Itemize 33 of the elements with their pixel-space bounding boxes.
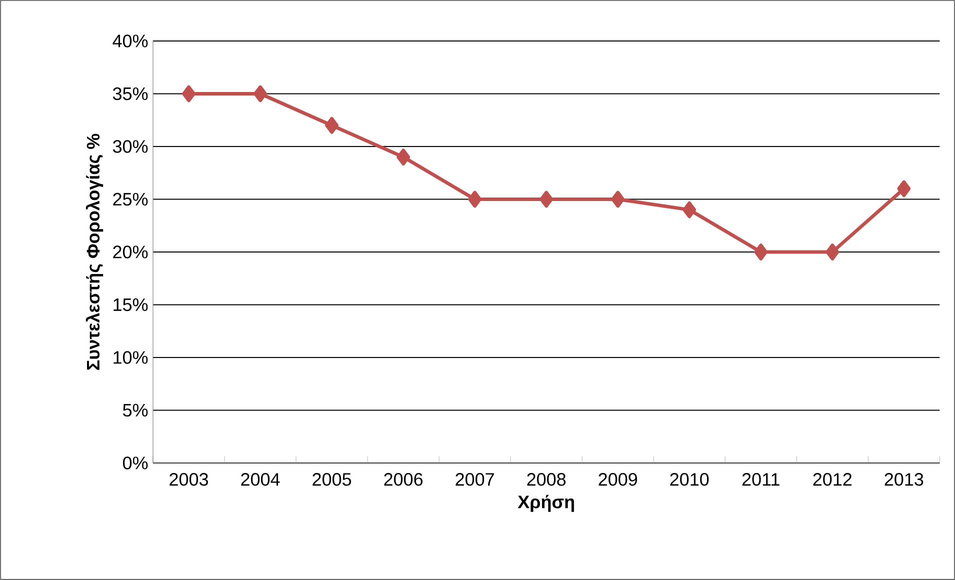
x-tick-label: 2013 bbox=[884, 473, 924, 486]
x-axis-title: Χρήση bbox=[518, 494, 574, 512]
point bbox=[611, 190, 625, 208]
point bbox=[897, 180, 911, 198]
y-tick-label: 10% bbox=[114, 351, 148, 364]
point bbox=[826, 244, 840, 260]
y-tick-label: 40% bbox=[112, 34, 148, 48]
x-tick-label: 2008 bbox=[527, 473, 566, 486]
x-tick-label: 2006 bbox=[384, 473, 423, 486]
x-tick-label: 2005 bbox=[312, 473, 352, 486]
point bbox=[325, 116, 339, 134]
point bbox=[754, 244, 768, 260]
point bbox=[396, 148, 410, 166]
point bbox=[182, 85, 196, 102]
y-tick-label: 25% bbox=[113, 192, 148, 206]
y-tick-label: 5% bbox=[122, 404, 148, 417]
y-tick-label: 0% bbox=[122, 456, 148, 470]
x-tick-label: 2004 bbox=[241, 473, 280, 486]
y-tick-label: 20% bbox=[113, 246, 148, 258]
x-tick-label: 2003 bbox=[170, 473, 208, 486]
x-tick-label: 2009 bbox=[598, 473, 638, 486]
y-axis-title: Συντελεστής Φορολογίας % bbox=[86, 134, 104, 370]
y-tick-label: 30% bbox=[112, 140, 148, 153]
point bbox=[682, 201, 696, 218]
point bbox=[540, 190, 554, 208]
x-tick-label: 2011 bbox=[742, 473, 780, 486]
x-tick-label: 2010 bbox=[670, 473, 709, 486]
point bbox=[468, 190, 482, 208]
y-tick-label: 35% bbox=[112, 87, 148, 100]
x-tick-label: 2012 bbox=[813, 473, 852, 486]
x-tick-label: 2007 bbox=[456, 473, 494, 486]
point bbox=[254, 85, 268, 102]
y-tick-label: 15% bbox=[114, 298, 148, 312]
